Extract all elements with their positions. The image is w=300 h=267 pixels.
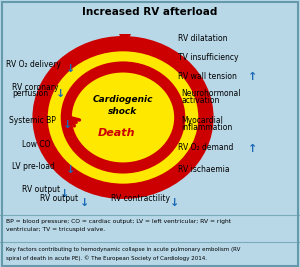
Text: inflammation: inflammation	[182, 123, 233, 132]
Text: RV output: RV output	[22, 185, 61, 194]
Text: BP = blood pressure; CO = cardiac output; LV = left ventricular; RV = right
vent: BP = blood pressure; CO = cardiac output…	[6, 219, 231, 232]
Text: ↓: ↓	[80, 198, 89, 208]
Text: LV pre-load: LV pre-load	[12, 162, 55, 171]
Text: Low CO: Low CO	[22, 140, 51, 149]
Text: Death: Death	[98, 128, 136, 139]
Text: ↓: ↓	[63, 120, 72, 130]
Text: Systemic BP: Systemic BP	[9, 116, 56, 125]
Text: activation: activation	[182, 96, 220, 105]
Text: ↑: ↑	[248, 144, 257, 154]
Text: RV wall tension: RV wall tension	[178, 72, 237, 81]
Text: ↑: ↑	[248, 72, 257, 83]
Text: RV ischaemia: RV ischaemia	[178, 165, 230, 174]
Text: RV O₂ delivery: RV O₂ delivery	[6, 60, 61, 69]
Text: RV output: RV output	[40, 194, 79, 203]
Text: RV coronary: RV coronary	[12, 83, 58, 92]
Text: Key factors contributing to hemodynamic collapse in acute pulmonary embolism (RV: Key factors contributing to hemodynamic …	[6, 248, 240, 261]
Text: Myocardial: Myocardial	[182, 116, 224, 125]
Text: Increased RV afterload: Increased RV afterload	[82, 7, 218, 17]
Text: ↓: ↓	[66, 165, 75, 175]
Text: perfusion: perfusion	[12, 89, 48, 99]
Text: Neurohormonal: Neurohormonal	[182, 89, 241, 99]
Circle shape	[90, 88, 156, 147]
Text: RV contractility: RV contractility	[111, 194, 170, 203]
Text: ↓: ↓	[65, 64, 75, 74]
Text: RV O₂ demand: RV O₂ demand	[178, 143, 234, 152]
Circle shape	[38, 41, 208, 194]
Text: RV dilatation: RV dilatation	[178, 34, 228, 43]
Text: TV insufficiency: TV insufficiency	[178, 53, 239, 62]
Text: Cardiogenic
shock: Cardiogenic shock	[93, 95, 153, 116]
Circle shape	[64, 65, 182, 170]
Text: ↓: ↓	[60, 189, 69, 199]
Text: ↓: ↓	[56, 89, 65, 99]
Text: ↓: ↓	[169, 198, 179, 208]
